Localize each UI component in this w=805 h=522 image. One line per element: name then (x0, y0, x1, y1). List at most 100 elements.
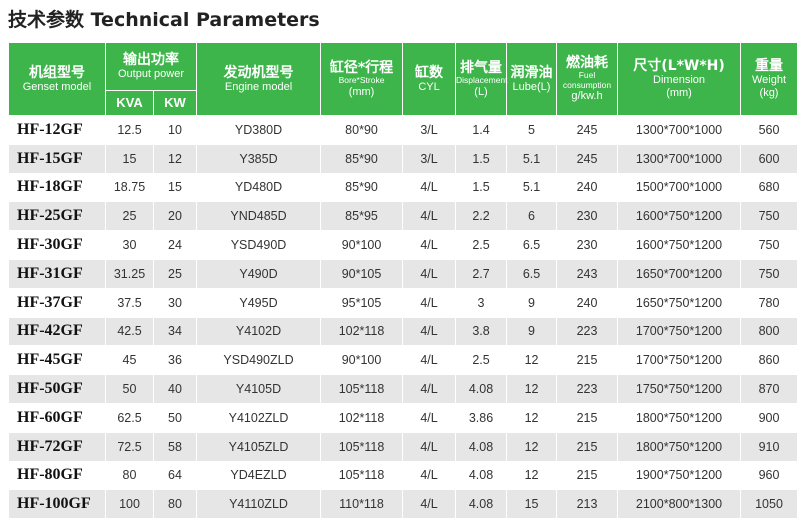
cell: 50 (105, 374, 154, 404)
genset-model: HF-30GF (8, 230, 106, 260)
sub-header-cell: KW (152, 90, 198, 116)
cell: 230 (556, 201, 619, 232)
header-zh: 润滑油 (510, 64, 553, 81)
cell: 1.5 (455, 172, 508, 203)
cell: 215 (556, 345, 619, 376)
header-zh: 缸数 (415, 64, 444, 81)
header-unit: (kg) (759, 87, 779, 100)
header-cell: 燃油耗 Fuel consumption g/kw.h (556, 42, 619, 116)
cell: 4/L (402, 431, 457, 462)
header-en: Displacement (456, 74, 508, 85)
cell: 750 (740, 258, 799, 289)
cell: 1300*700*1000 (617, 143, 742, 174)
cell: 15 (105, 143, 154, 174)
cell: 1600*750*1200 (617, 230, 742, 260)
cell: 102*118 (320, 402, 404, 433)
cell: 240 (556, 287, 619, 318)
cell: 4.08 (455, 431, 508, 462)
cell: 6 (506, 201, 558, 232)
cell: Y385D (196, 143, 322, 174)
table-row: HF-80GF 80 64 YD4EZLD 105*118 4/L 4.08 12 215 190… (8, 460, 799, 491)
genset-model: HF-42GF (8, 316, 106, 347)
cell: YD380D (196, 115, 322, 145)
cell: 6.5 (506, 258, 558, 289)
cell: 18.75 (105, 172, 154, 203)
cell: 215 (556, 431, 619, 462)
cell: Y4102D (196, 316, 322, 347)
cell: 4.08 (455, 374, 508, 404)
cell: 34 (152, 316, 198, 347)
cell: 245 (556, 143, 619, 174)
cell: 12 (506, 460, 558, 491)
genset-model: HF-31GF (8, 258, 106, 289)
cell: Y4110ZLD (196, 489, 322, 520)
header-en: Lube(L) (512, 80, 551, 93)
header-zh: 机组型号 (29, 64, 85, 81)
cell: 40 (152, 374, 198, 404)
cell: 4/L (402, 172, 457, 203)
genset-model: HF-15GF (8, 143, 106, 174)
cell: 105*118 (320, 374, 404, 404)
genset-model: HF-60GF (8, 402, 106, 433)
cell: 30 (152, 287, 198, 318)
cell: 910 (740, 431, 799, 462)
cell: 9 (506, 287, 558, 318)
cell: 1.4 (455, 115, 508, 145)
cell: 2.7 (455, 258, 508, 289)
cell: 900 (740, 402, 799, 433)
header-cell: 机组型号 Genset model (8, 42, 106, 116)
cell: 680 (740, 172, 799, 203)
cell: 4/L (402, 345, 457, 376)
cell: 42.5 (105, 316, 154, 347)
cell: 3.8 (455, 316, 508, 347)
cell: 6.5 (506, 230, 558, 260)
table-row: HF-72GF 72.5 58 Y4105ZLD 105*118 4/L 4.08 12 215… (8, 431, 799, 462)
cell: 30 (105, 230, 154, 260)
cell: 3.86 (455, 402, 508, 433)
table-row: HF-42GF 42.5 34 Y4102D 102*118 4/L 3.8 9 223 1700… (8, 316, 799, 347)
table-row: HF-100GF 100 80 Y4110ZLD 110*118 4/L 4.08 15 213… (8, 489, 799, 520)
cell: 750 (740, 201, 799, 232)
cell: 80 (152, 489, 198, 520)
table-row: HF-18GF 18.75 15 YD480D 85*90 4/L 1.5 5.1 240 150… (8, 172, 799, 203)
cell: 3/L (402, 115, 457, 145)
cell: 100 (105, 489, 154, 520)
cell: 1650*700*1200 (617, 258, 742, 289)
cell: 12 (506, 345, 558, 376)
cell: 50 (152, 402, 198, 433)
header-cell: 尺寸(L*W*H) Dimension (mm) (617, 42, 742, 116)
header-cell: 缸数 CYL (402, 42, 457, 116)
cell: 800 (740, 316, 799, 347)
cell: 1900*750*1200 (617, 460, 742, 491)
cell: 223 (556, 374, 619, 404)
cell: 4/L (402, 374, 457, 404)
header-en: Bore*Stroke (338, 74, 385, 85)
header-cell: 重量 Weight (kg) (740, 42, 799, 116)
cell: 36 (152, 345, 198, 376)
header-en: Output power (117, 68, 185, 81)
cell: 4/L (402, 258, 457, 289)
table-row: HF-31GF 31.25 25 Y490D 90*105 4/L 2.7 6.5 243 165… (8, 258, 799, 289)
cell: 240 (556, 172, 619, 203)
cell: YND485D (196, 201, 322, 232)
header-unit: (mm) (348, 85, 375, 98)
header-cell: 输出功率 Output power (104, 42, 198, 91)
header-cell: 润滑油 Lube(L) (506, 42, 558, 116)
cell: 90*105 (320, 258, 404, 289)
cell: 5.1 (506, 172, 558, 203)
cell: 1750*750*1200 (617, 374, 742, 404)
cell: YSD490ZLD (196, 345, 322, 376)
cell: 1600*750*1200 (617, 201, 742, 232)
cell: 860 (740, 345, 799, 376)
cell: 1.5 (455, 143, 508, 174)
cell: 2100*800*1300 (617, 489, 742, 520)
cell: 4/L (402, 287, 457, 318)
cell: 24 (152, 230, 198, 260)
cell: 4.08 (455, 489, 508, 520)
table-body: HF-12GF 12.5 10 YD380D 80*90 3/L 1.4 5 245 1300*7… (8, 115, 799, 520)
cell: 4/L (402, 201, 457, 232)
cell: 12 (152, 143, 198, 174)
cell: 12 (506, 374, 558, 404)
header-unit: (mm) (666, 87, 692, 100)
cell: 110*118 (320, 489, 404, 520)
